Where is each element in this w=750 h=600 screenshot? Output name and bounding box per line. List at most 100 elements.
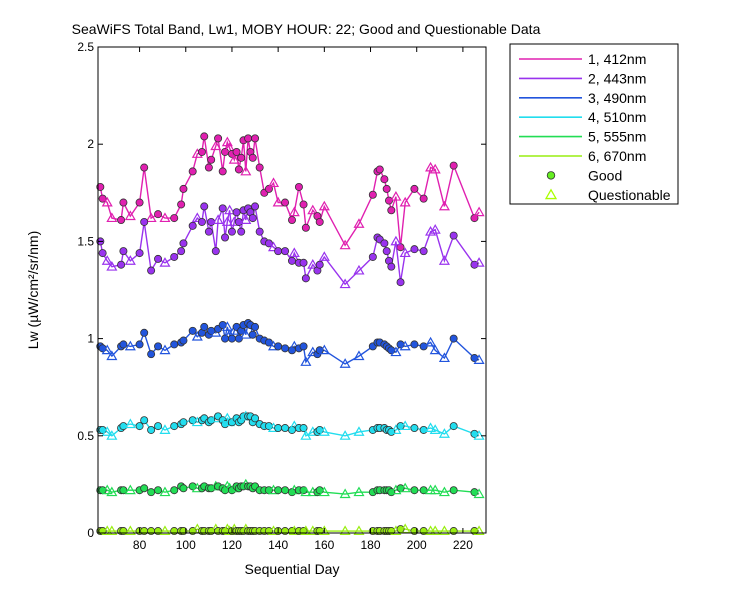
good-point <box>96 182 105 191</box>
legend: 1, 412nm 2, 443nm 3, 490nm 4, 510nm 5, 555nm… <box>509 43 679 205</box>
x-tick-label: 120 <box>222 538 242 552</box>
questionable-point <box>339 430 351 440</box>
x-tick-label: 140 <box>268 538 288 552</box>
good-point <box>281 486 290 495</box>
good-point <box>274 486 283 495</box>
y-tick-label: 0 <box>87 526 94 540</box>
questionable-point <box>307 259 319 269</box>
questionable-point <box>473 257 485 267</box>
good-point <box>211 247 220 256</box>
good-point <box>299 200 308 209</box>
questionable-point <box>438 255 450 265</box>
questionable-point <box>318 200 330 211</box>
questionable-point <box>473 488 485 499</box>
questionable-point <box>438 486 450 497</box>
y-tick-label: 0.5 <box>77 429 94 443</box>
good-point <box>449 334 458 343</box>
good-point <box>140 484 149 493</box>
questionable-point <box>124 525 136 536</box>
good-point <box>197 147 206 156</box>
good-point <box>299 424 308 433</box>
legend-label: 2, 443nm <box>588 70 646 86</box>
questionable-point <box>390 235 402 246</box>
good-point <box>380 175 389 184</box>
questionable-point <box>473 206 485 217</box>
questionable-point <box>106 486 118 497</box>
good-point <box>234 217 243 226</box>
good-point <box>147 266 156 275</box>
x-tick-label: 100 <box>176 538 196 552</box>
good-point <box>204 163 213 172</box>
questionable-point <box>425 422 437 432</box>
series-4 <box>96 410 485 440</box>
good-point <box>179 418 188 427</box>
x-tick-label: 160 <box>314 538 334 552</box>
questionable-point <box>425 336 437 347</box>
questionable-point <box>399 482 411 493</box>
x-tick-label: 220 <box>453 538 473 552</box>
questionable-point <box>390 424 402 434</box>
good-point <box>396 278 405 287</box>
good-point <box>382 247 391 256</box>
good-point <box>387 206 396 215</box>
questionable-point <box>159 486 171 497</box>
questionable-point <box>318 525 330 536</box>
y-tick-label: 2 <box>87 137 94 151</box>
good-point <box>315 217 324 226</box>
good-point <box>274 342 283 351</box>
good-point <box>410 184 419 193</box>
questionable-point <box>272 196 284 207</box>
good-point <box>135 249 144 258</box>
questionable-point <box>106 260 118 271</box>
y-tick-label: 1.5 <box>77 234 94 248</box>
good-point <box>154 342 163 351</box>
legend-entry-6: 6, 670nm <box>519 148 646 164</box>
good-point <box>232 208 241 217</box>
good-point <box>147 425 156 434</box>
questionable-point <box>124 340 136 351</box>
good-point <box>188 167 197 176</box>
good-point <box>179 484 188 493</box>
questionable-point <box>159 525 171 536</box>
legend-marker-good: Good <box>546 167 622 183</box>
good-point <box>179 239 188 248</box>
questionable-point <box>429 424 441 434</box>
questionable-point <box>438 200 450 211</box>
legend-questionable-marker <box>544 188 558 200</box>
questionable-point <box>353 264 365 275</box>
questionable-point <box>288 247 300 258</box>
good-point <box>251 202 260 211</box>
good-point <box>234 165 243 174</box>
good-point <box>419 486 428 495</box>
questionable-point <box>191 330 203 341</box>
good-point <box>170 422 179 431</box>
good-point <box>170 340 179 349</box>
good-point <box>147 350 156 359</box>
good-point <box>154 422 163 431</box>
good-point <box>449 486 458 495</box>
good-point <box>117 260 126 269</box>
good-point <box>449 161 458 170</box>
good-point <box>255 163 264 172</box>
questionable-point <box>228 154 240 164</box>
legend-label: 3, 490nm <box>588 90 646 106</box>
good-point <box>294 182 303 191</box>
questionable-point <box>221 136 233 147</box>
chart-title: SeaWiFS Total Band, Lw1, MOBY HOUR: 22; … <box>72 21 541 37</box>
good-point <box>204 227 213 236</box>
good-point <box>299 342 308 351</box>
good-point <box>449 231 458 240</box>
good-point <box>119 340 128 349</box>
good-point <box>410 424 419 433</box>
questionable-point <box>159 344 171 355</box>
good-point <box>410 340 419 349</box>
good-point <box>197 217 206 226</box>
questionable-point <box>339 358 351 368</box>
good-point <box>301 274 310 283</box>
good-point <box>419 194 428 203</box>
good-point <box>382 184 391 193</box>
good-point <box>177 247 186 256</box>
good-point <box>227 227 236 236</box>
legend-box <box>509 43 679 205</box>
